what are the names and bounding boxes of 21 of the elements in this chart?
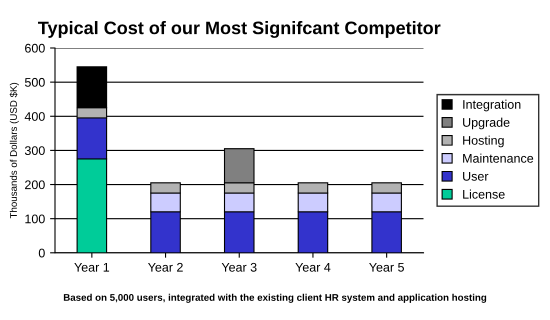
text: Based on 5,000 users, integrated with the existing client HR system and application hosting xyxy=(64,294,486,303)
legend-label: Maintenance xyxy=(463,154,534,163)
chart-title: Typical Cost of our Most Signifcant Competitor xyxy=(38,21,440,38)
x-tick-label: Year 1 xyxy=(74,262,110,272)
x-tick-label: Year 5 xyxy=(369,262,404,272)
y-tick-label: 300 xyxy=(24,146,45,156)
legend-label: Upgrade xyxy=(463,118,510,130)
y-tick-label: 600 xyxy=(25,44,45,53)
legend-label: License xyxy=(463,190,505,199)
y-tick-label: 0 xyxy=(38,248,45,258)
legend-label: User xyxy=(463,172,488,181)
x-tick-label: Year 4 xyxy=(295,262,330,272)
y-axis-title: Thousands of Dollars (USD $K) xyxy=(10,82,19,218)
y-tick-label: 100 xyxy=(25,214,45,224)
y-tick-label: 400 xyxy=(24,112,45,121)
x-tick-label: Year 3 xyxy=(222,262,257,272)
x-tick-label: Year 2 xyxy=(148,262,183,272)
legend-label: Integration xyxy=(463,100,520,112)
y-tick-label: 200 xyxy=(25,180,45,190)
legend-label: Hosting xyxy=(463,136,504,148)
y-tick-label: 500 xyxy=(24,78,45,87)
